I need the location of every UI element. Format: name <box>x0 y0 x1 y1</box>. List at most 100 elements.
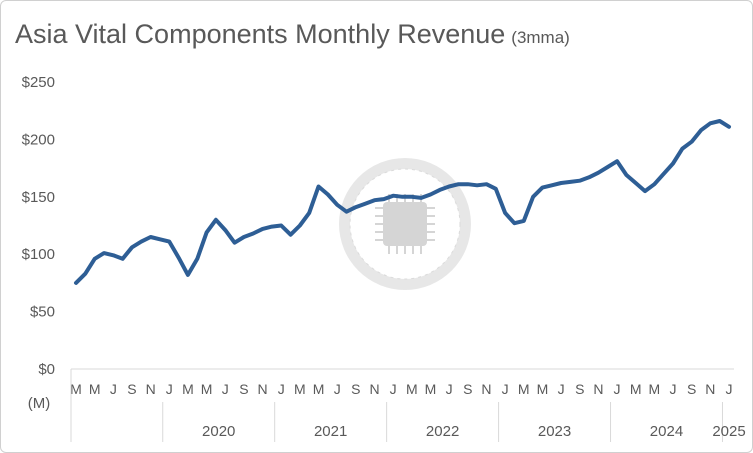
revenue-data-point <box>167 240 171 244</box>
x-month-tick-label: J <box>558 381 565 397</box>
x-year-label: 2025 <box>712 423 745 440</box>
revenue-data-point <box>456 182 460 186</box>
logo-inner-disc <box>350 169 460 279</box>
x-month-tick-label: S <box>687 381 696 397</box>
revenue-data-point <box>214 218 218 222</box>
revenue-data-point <box>708 121 712 125</box>
revenue-data-point <box>317 184 321 188</box>
revenue-data-point <box>559 181 563 185</box>
x-month-tick-label: M <box>630 381 642 397</box>
x-month-tick-label: M <box>313 381 325 397</box>
revenue-data-point <box>503 211 507 215</box>
x-month-tick-label: J <box>278 381 285 397</box>
axis-layer: $0$50$100$150$200$250(M)M M J S N J M M J S N J M M J S… <box>22 74 746 442</box>
revenue-data-point <box>615 159 619 163</box>
x-month-tick-label: M <box>201 381 213 397</box>
x-month-tick-label: S <box>239 381 248 397</box>
x-month-tick-label: J <box>166 381 173 397</box>
x-month-tick-label: M <box>294 381 306 397</box>
revenue-data-point <box>652 182 656 186</box>
logo-circuit-ring <box>349 168 461 280</box>
x-month-tick-label: J <box>614 381 621 397</box>
revenue-data-point <box>279 224 283 227</box>
revenue-data-point <box>410 195 414 199</box>
revenue-data-point <box>391 194 395 198</box>
x-month-tick-label: M <box>182 381 194 397</box>
revenue-data-point <box>195 257 199 261</box>
x-year-label: 2023 <box>538 423 571 440</box>
series-layer <box>74 119 731 290</box>
revenue-data-point <box>139 240 143 244</box>
x-month-tick-label: J <box>222 381 229 397</box>
revenue-data-point <box>550 183 554 187</box>
revenue-data-point <box>662 172 666 176</box>
x-month-tick-label: M <box>406 381 418 397</box>
revenue-data-point <box>438 188 442 192</box>
revenue-data-point <box>130 245 134 249</box>
revenue-data-point <box>289 233 293 237</box>
revenue-data-point <box>363 202 367 206</box>
x-month-tick-label: J <box>502 381 509 397</box>
revenue-data-point <box>522 219 526 223</box>
revenue-data-point <box>270 225 274 229</box>
revenue-data-point <box>382 197 386 201</box>
revenue-data-point <box>177 256 181 260</box>
x-month-tick-label: N <box>146 381 156 397</box>
revenue-data-point <box>447 184 451 188</box>
y-tick-label: $0 <box>38 361 55 378</box>
x-month-tick-label: M <box>89 381 101 397</box>
revenue-data-point <box>699 128 703 132</box>
x-month-tick-label: J <box>726 381 733 397</box>
chart-title: Asia Vital Components Monthly Revenue <box>15 19 506 49</box>
revenue-data-point <box>93 257 97 261</box>
revenue-data-point <box>512 221 516 225</box>
revenue-data-point <box>345 210 349 214</box>
revenue-data-point <box>326 193 330 197</box>
x-month-tick-label: J <box>110 381 117 397</box>
revenue-data-point <box>242 235 246 239</box>
revenue-data-point <box>205 230 209 234</box>
x-month-tick-label: S <box>575 381 584 397</box>
y-unit-label: (M) <box>28 395 51 412</box>
chart-title-row: Asia Vital Components Monthly Revenue (3m… <box>15 19 570 50</box>
y-tick-label: $150 <box>22 189 55 206</box>
revenue-data-point <box>83 272 87 276</box>
revenue-data-point <box>335 203 339 207</box>
x-month-tick-label: M <box>649 381 661 397</box>
revenue-data-point <box>624 173 628 177</box>
y-tick-label: $250 <box>22 74 55 91</box>
revenue-data-point <box>606 165 610 169</box>
x-month-tick-label: M <box>537 381 549 397</box>
chart-subtitle: (3mma) <box>511 28 570 47</box>
x-month-tick-label: M <box>518 381 530 397</box>
revenue-data-point <box>298 224 302 227</box>
revenue-data-point <box>223 228 227 232</box>
revenue-data-point <box>373 198 377 202</box>
y-tick-label: $50 <box>30 304 55 321</box>
revenue-data-point <box>540 186 544 190</box>
revenue-data-point <box>643 189 647 193</box>
revenue-data-point <box>401 195 404 199</box>
logo-chip <box>383 202 427 246</box>
chips-and-wafers-logo <box>339 158 471 290</box>
revenue-data-point <box>484 182 488 186</box>
revenue-data-point <box>186 273 190 277</box>
x-month-tick-label: N <box>593 381 603 397</box>
x-month-tick-label: N <box>258 381 268 397</box>
x-month-tick-label: S <box>127 381 136 397</box>
revenue-data-point <box>587 175 591 179</box>
x-month-tick-label: N <box>705 381 715 397</box>
revenue-data-point <box>428 193 432 197</box>
revenue-data-point <box>261 227 265 231</box>
revenue-data-point <box>149 235 153 239</box>
x-year-label: 2020 <box>202 423 235 440</box>
revenue-data-point <box>690 140 694 144</box>
revenue-data-point <box>634 181 638 185</box>
y-tick-label: $100 <box>22 246 55 263</box>
revenue-data-point <box>466 182 470 186</box>
revenue-data-point <box>596 171 600 175</box>
x-year-label: 2024 <box>650 423 683 440</box>
revenue-data-point <box>354 205 358 209</box>
